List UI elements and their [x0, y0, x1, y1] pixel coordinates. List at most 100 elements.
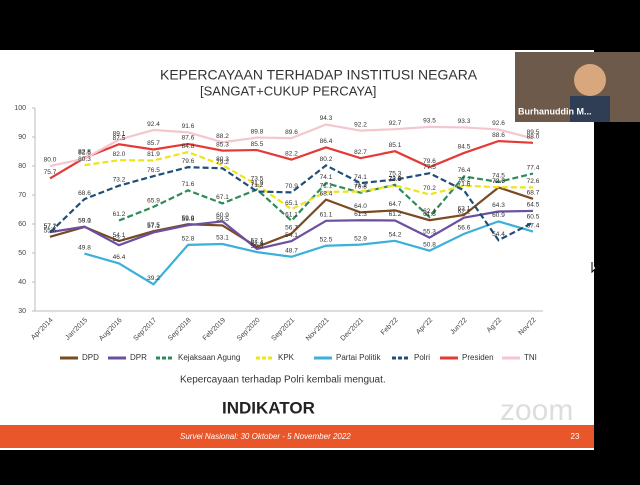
data-label: 85.7 — [147, 140, 160, 147]
y-tick-label: 60 — [18, 221, 26, 228]
legend-label: DPR — [130, 353, 147, 362]
speaker-body — [570, 96, 610, 122]
data-label: 92.2 — [354, 121, 367, 128]
data-label: 50.8 — [423, 241, 436, 248]
data-label: 89.1 — [113, 130, 126, 137]
data-label: 59.0 — [78, 218, 91, 225]
data-label: 52.8 — [182, 236, 195, 243]
data-label: 53.1 — [216, 235, 229, 242]
series-line — [49, 186, 534, 249]
data-label: 54.1 — [113, 232, 126, 239]
data-label: 59.6 — [182, 216, 195, 223]
data-label: 52.7 — [113, 236, 126, 243]
data-label: 61.1 — [320, 212, 333, 219]
data-label: 61.2 — [113, 211, 126, 218]
data-label: 73.5 — [389, 176, 402, 183]
y-tick-label: 70 — [18, 192, 26, 199]
data-label: 71.6 — [458, 181, 471, 188]
series-line — [118, 172, 534, 223]
data-label: 93.5 — [423, 118, 436, 125]
data-label: 52.9 — [354, 235, 367, 242]
data-label: 50.3 — [251, 243, 264, 250]
data-label: 89.6 — [285, 129, 298, 136]
data-label: 82.2 — [285, 150, 298, 157]
data-label: 62.4 — [423, 208, 436, 215]
legend-label: Partai Politik — [336, 353, 381, 362]
footer-text: Survei Nasional: 30 Oktober - 5 November… — [180, 432, 351, 441]
data-label: 62.2 — [458, 208, 471, 215]
data-label: 71.1 — [320, 183, 333, 190]
legend-label: KPK — [278, 353, 295, 362]
speaker-face — [574, 64, 606, 96]
y-tick-label: 50 — [18, 250, 26, 257]
data-label: 87.6 — [182, 135, 195, 142]
data-label: 61.1 — [285, 212, 298, 219]
y-tick-label: 100 — [14, 105, 26, 112]
data-label: 49.8 — [78, 244, 91, 251]
data-label: 54.2 — [389, 232, 402, 239]
legend-label: TNI — [524, 353, 537, 362]
data-label: 92.7 — [389, 120, 402, 127]
data-label: 59.5 — [216, 216, 229, 223]
data-label: 60.9 — [492, 212, 505, 219]
data-label: 57.1 — [147, 223, 160, 230]
data-label: 52.5 — [320, 236, 333, 243]
y-tick-label: 40 — [18, 279, 26, 286]
data-label: 56.7 — [285, 224, 298, 231]
data-label: 39.2 — [147, 275, 160, 282]
data-label: 80.2 — [320, 156, 333, 163]
series-line — [84, 220, 534, 286]
data-label: 65.9 — [147, 198, 160, 205]
data-label: 59.9 — [182, 215, 195, 222]
data-label: 64.7 — [389, 201, 402, 208]
data-label: 71.2 — [354, 182, 367, 189]
zoom-watermark: zoom — [500, 394, 573, 427]
data-label: 68.7 — [527, 189, 540, 196]
data-label: 84.5 — [458, 144, 471, 151]
y-tick-label: 80 — [18, 163, 26, 170]
data-label: 70.9 — [285, 183, 298, 190]
data-label: 68.4 — [320, 190, 333, 197]
data-label: 75.7 — [44, 169, 57, 176]
series-line — [49, 139, 534, 180]
data-label: 82.8 — [78, 149, 91, 156]
legend-label: Polri — [414, 353, 430, 362]
data-label: 70.8 — [354, 183, 367, 190]
data-label: 89.5 — [527, 129, 540, 136]
data-label: 74.1 — [354, 174, 367, 181]
data-label: 85.1 — [389, 142, 402, 149]
data-label: 61.3 — [423, 211, 436, 218]
data-label: 80.3 — [216, 156, 229, 163]
data-label: 92.6 — [492, 120, 505, 127]
data-label: 73.2 — [113, 176, 126, 183]
data-label: 80.0 — [44, 157, 57, 164]
data-label: 61.2 — [389, 211, 402, 218]
data-label: 59.1 — [78, 217, 91, 224]
data-label: 71.6 — [182, 181, 195, 188]
data-label: 73.5 — [251, 176, 264, 183]
data-label: 72.7 — [492, 178, 505, 185]
data-label: 74.5 — [492, 173, 505, 180]
data-label: 79.6 — [182, 158, 195, 165]
chart-title: KEPERCAYAAN TERHADAP INSTITUSI NEGARA — [160, 67, 478, 83]
legend-label: DPD — [82, 353, 99, 362]
data-label: 54.4 — [492, 231, 505, 238]
data-label: 64.3 — [492, 202, 505, 209]
data-label: 93.3 — [458, 118, 471, 125]
data-label: 71.2 — [251, 182, 264, 189]
cursor — [591, 262, 599, 275]
data-label: 73.3 — [389, 176, 402, 183]
data-label: 64.5 — [527, 202, 540, 209]
speaker-name: Burhanuddin M... — [518, 106, 592, 116]
page-number: 23 — [571, 432, 580, 441]
data-label: 76.4 — [458, 167, 471, 174]
data-label: 84.8 — [182, 143, 195, 150]
footer-bar — [0, 425, 594, 448]
data-label: 57.1 — [44, 223, 57, 230]
y-tick-label: 90 — [18, 134, 26, 141]
data-label: 55.6 — [44, 227, 57, 234]
data-label: 46.4 — [113, 254, 126, 261]
data-label: 76.5 — [147, 167, 160, 174]
series-line — [49, 164, 534, 242]
